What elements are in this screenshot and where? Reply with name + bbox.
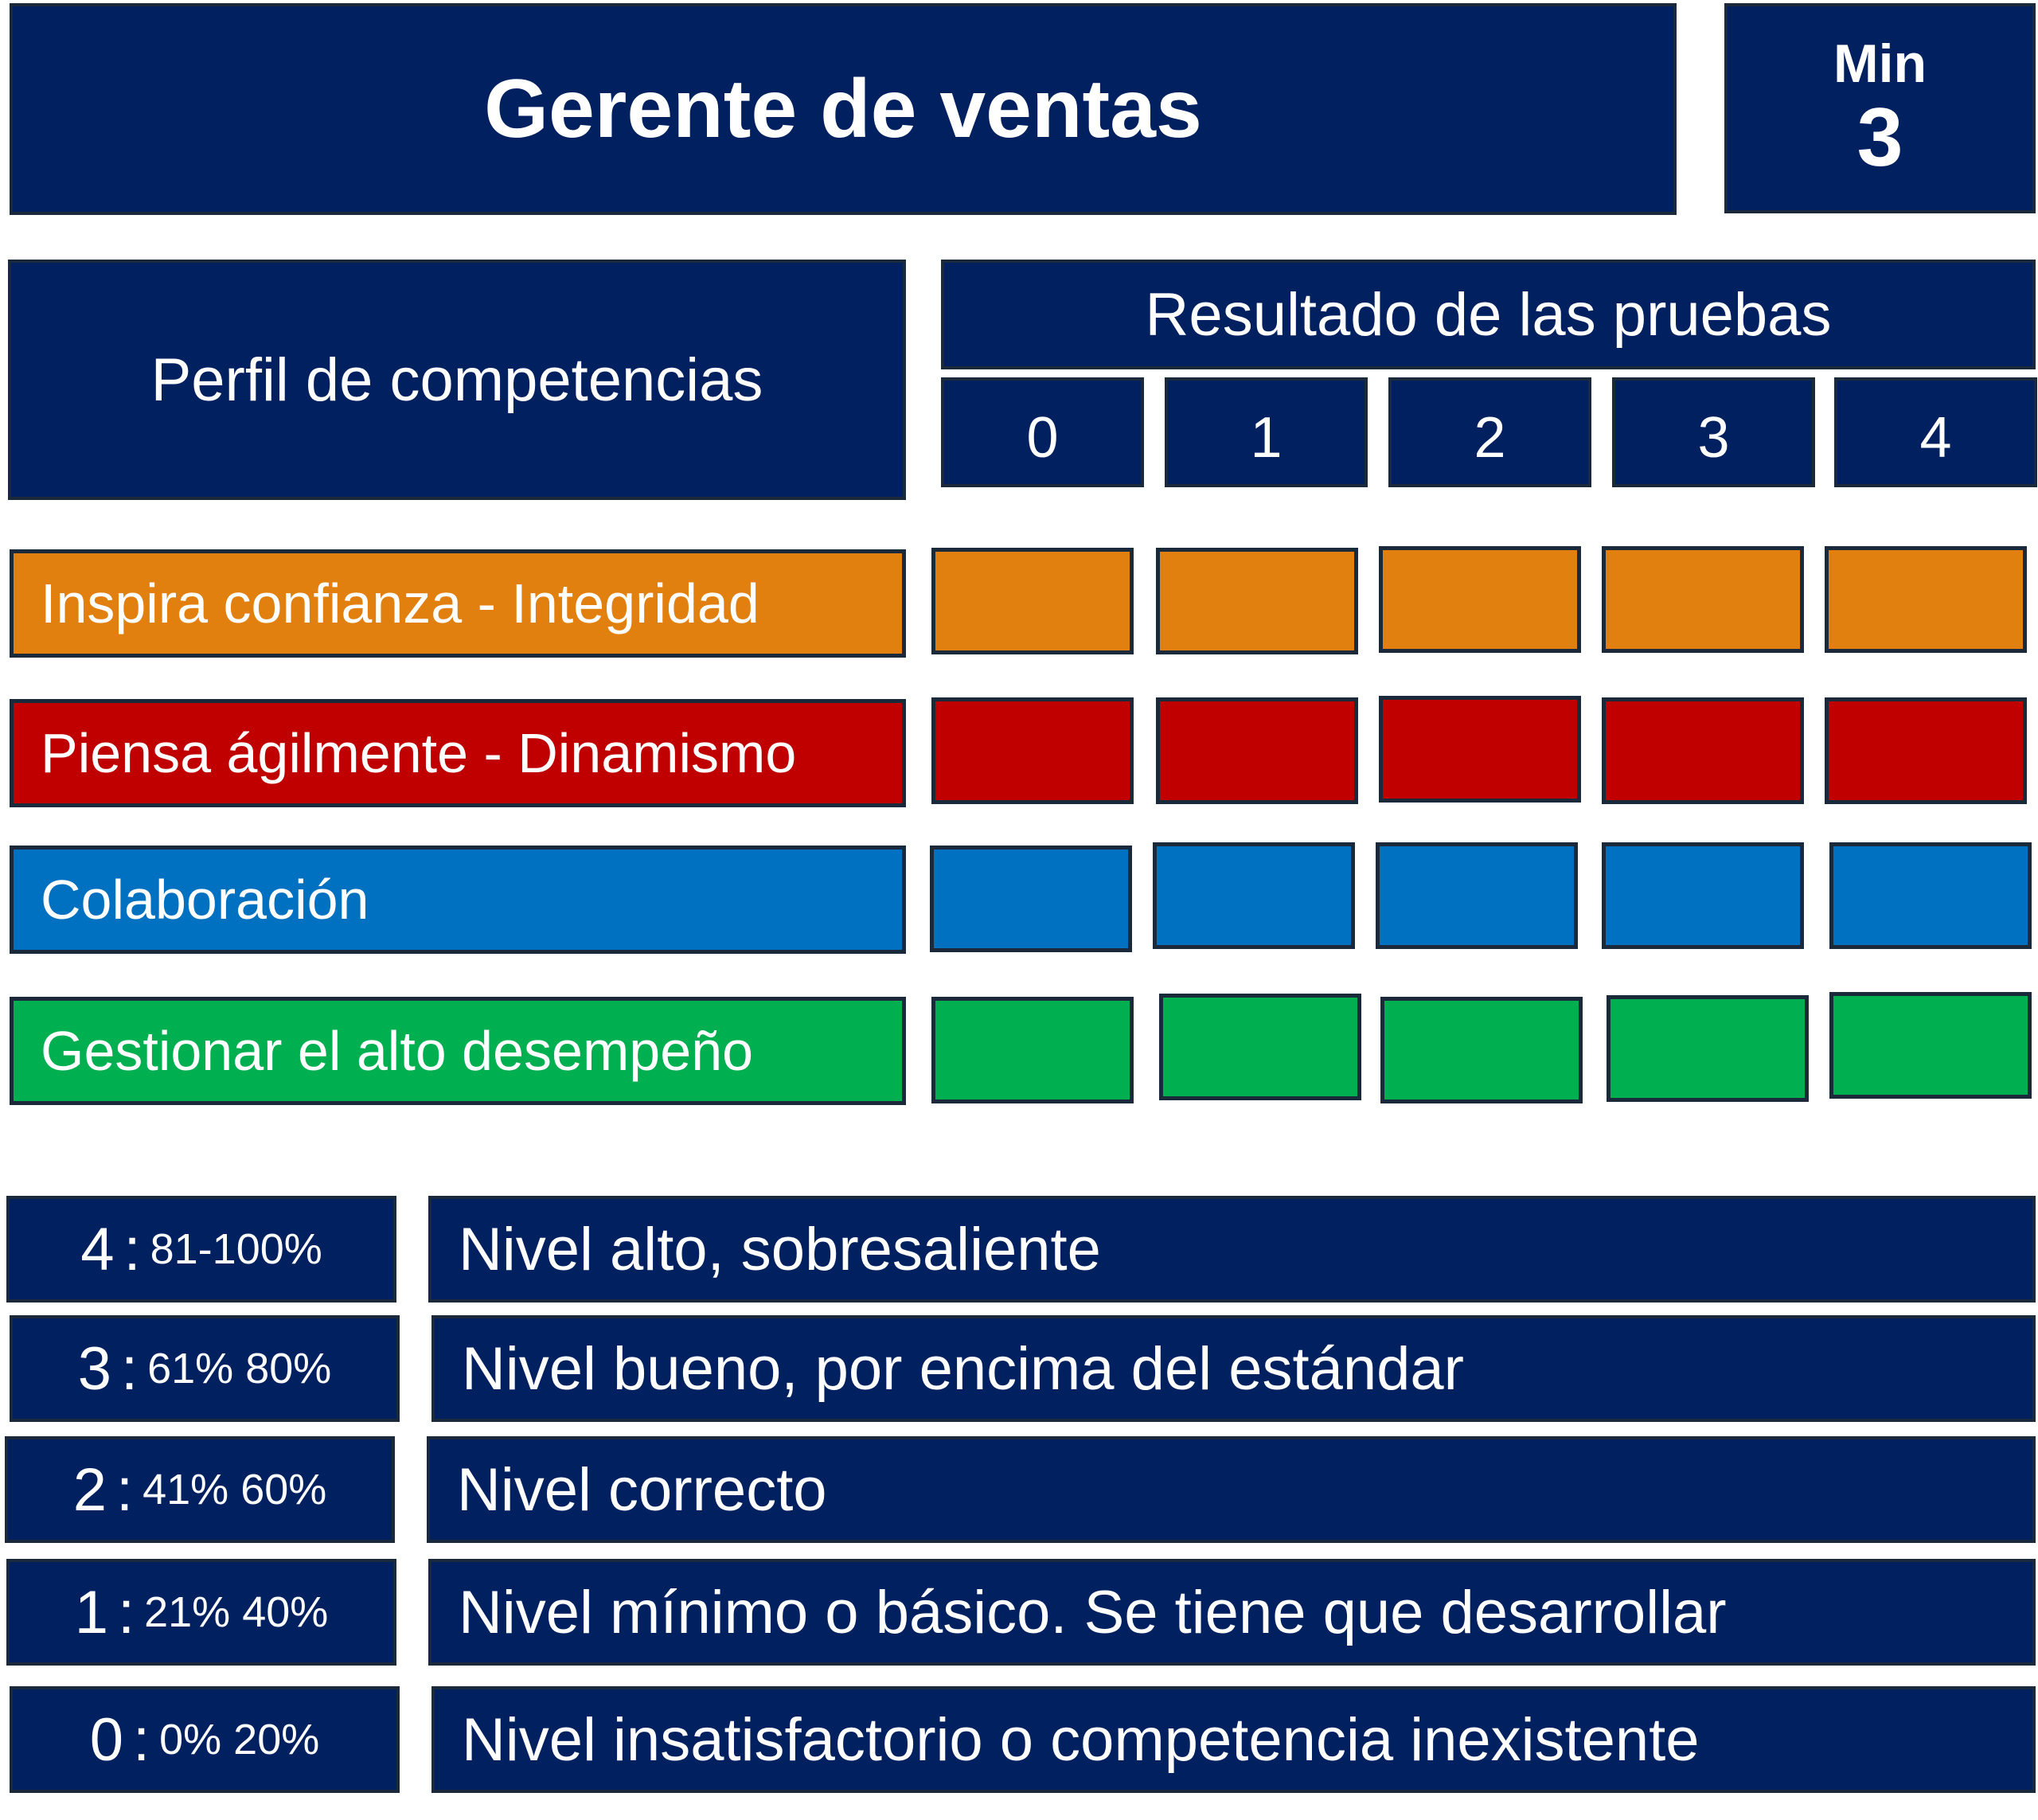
profile-header: Perfil de competencias bbox=[8, 260, 906, 500]
level-badge-1: 1:21% 40% bbox=[6, 1559, 396, 1666]
min-score-box: Min 3 bbox=[1724, 3, 2036, 213]
result-cell-desempeno-3[interactable] bbox=[1607, 995, 1809, 1102]
level-range: 41% 60% bbox=[143, 1466, 327, 1513]
level-badge-3: 3:61% 80% bbox=[10, 1315, 400, 1422]
result-cell-colaboracion-2[interactable] bbox=[1376, 842, 1578, 949]
result-cell-colaboracion-3[interactable] bbox=[1602, 842, 1804, 949]
score-header-3: 3 bbox=[1612, 377, 1815, 487]
result-cell-integridad-4[interactable] bbox=[1825, 546, 2027, 653]
level-badge-4: 4:81-100% bbox=[6, 1196, 396, 1303]
level-number: 4 bbox=[80, 1215, 115, 1283]
result-cell-desempeno-4[interactable] bbox=[1829, 992, 2032, 1099]
level-number: 2 bbox=[72, 1455, 107, 1524]
level-range: 21% 40% bbox=[144, 1588, 329, 1636]
level-badge-0: 0:0% 20% bbox=[10, 1686, 400, 1793]
result-cell-desempeno-2[interactable] bbox=[1380, 997, 1583, 1103]
competency-label-desempeno: Gestionar el alto desempeño bbox=[10, 997, 906, 1105]
level-badge-2: 2:41% 60% bbox=[5, 1436, 395, 1543]
result-cell-desempeno-1[interactable] bbox=[1159, 994, 1361, 1100]
level-description-3: Nivel bueno, por encima del estándar bbox=[431, 1315, 2036, 1422]
min-value: 3 bbox=[1856, 92, 1903, 184]
result-cell-colaboracion-1[interactable] bbox=[1153, 842, 1355, 949]
results-header: Resultado de las pruebas bbox=[941, 260, 2036, 369]
level-number: 1 bbox=[74, 1578, 108, 1646]
level-description-0: Nivel insatisfactorio o competencia inex… bbox=[431, 1686, 2036, 1793]
result-cell-dinamismo-2[interactable] bbox=[1379, 696, 1581, 803]
competency-label-dinamismo: Piensa ágilmente - Dinamismo bbox=[10, 699, 906, 807]
level-separator: : bbox=[120, 1334, 139, 1403]
level-range: 81-100% bbox=[150, 1225, 322, 1273]
level-range: 61% 80% bbox=[147, 1345, 332, 1392]
level-separator: : bbox=[123, 1215, 141, 1283]
level-separator: : bbox=[115, 1455, 134, 1524]
result-cell-integridad-1[interactable] bbox=[1156, 548, 1358, 654]
level-number: 3 bbox=[77, 1334, 111, 1403]
level-number: 0 bbox=[89, 1705, 123, 1774]
result-cell-integridad-3[interactable] bbox=[1602, 546, 1804, 653]
level-separator: : bbox=[133, 1705, 150, 1774]
level-description-4: Nivel alto, sobresaliente bbox=[428, 1196, 2036, 1303]
score-header-2: 2 bbox=[1388, 377, 1591, 487]
competency-label-colaboracion: Colaboración bbox=[10, 846, 906, 954]
result-cell-desempeno-0[interactable] bbox=[931, 997, 1134, 1103]
result-cell-dinamismo-4[interactable] bbox=[1825, 697, 2027, 804]
result-cell-colaboracion-4[interactable] bbox=[1829, 842, 2032, 949]
level-description-1: Nivel mínimo o básico. Se tiene que desa… bbox=[428, 1559, 2036, 1666]
level-range: 0% 20% bbox=[159, 1716, 320, 1763]
score-header-4: 4 bbox=[1834, 377, 2037, 487]
page-title: Gerente de ventas bbox=[10, 3, 1677, 215]
score-header-0: 0 bbox=[941, 377, 1144, 487]
min-label: Min bbox=[1833, 33, 1927, 94]
level-separator: : bbox=[117, 1578, 135, 1646]
level-description-2: Nivel correcto bbox=[427, 1436, 2036, 1543]
result-cell-integridad-0[interactable] bbox=[931, 548, 1134, 654]
result-cell-dinamismo-1[interactable] bbox=[1156, 697, 1358, 804]
competency-label-integridad: Inspira confianza - Integridad bbox=[10, 549, 906, 658]
result-cell-colaboracion-0[interactable] bbox=[930, 846, 1132, 952]
result-cell-integridad-2[interactable] bbox=[1379, 546, 1581, 653]
score-header-1: 1 bbox=[1165, 377, 1368, 487]
result-cell-dinamismo-3[interactable] bbox=[1602, 697, 1804, 804]
result-cell-dinamismo-0[interactable] bbox=[931, 697, 1134, 804]
